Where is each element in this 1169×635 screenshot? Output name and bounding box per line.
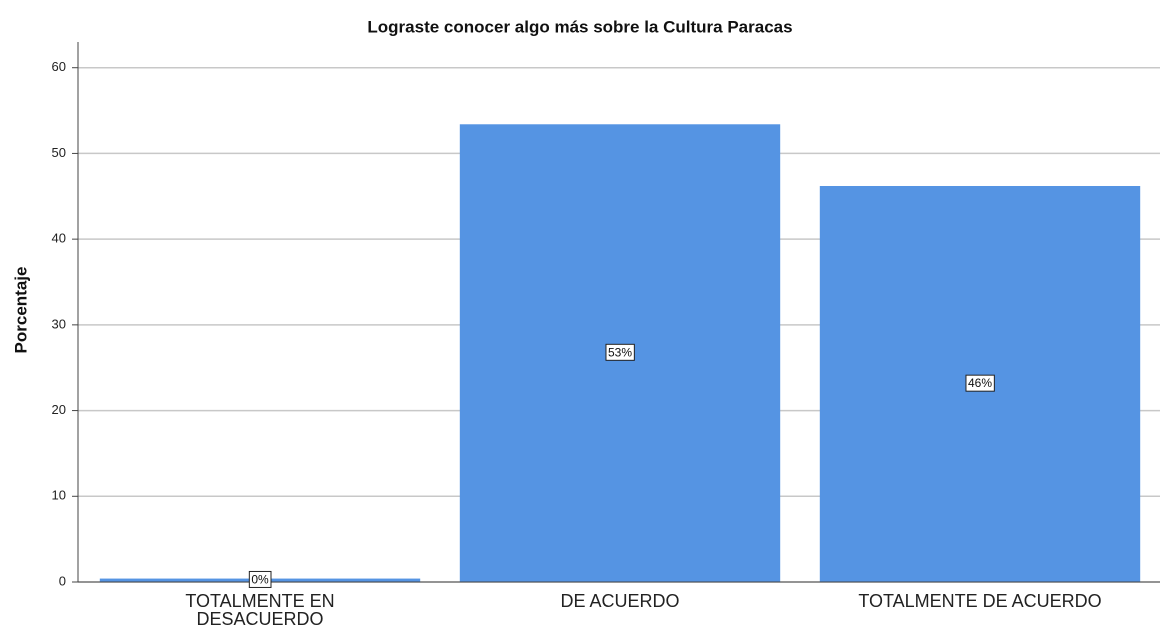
y-tick-label: 30 (52, 316, 66, 331)
x-tick-label: DE ACUERDO (560, 591, 680, 611)
y-tick-label: 10 (52, 488, 66, 503)
y-tick-label: 40 (52, 231, 66, 246)
data-label-box (965, 374, 995, 392)
y-tick-label: 50 (52, 145, 66, 160)
x-tick-label: TOTALMENTE DE ACUERDO (858, 591, 1102, 611)
data-label: 53% (608, 345, 632, 359)
y-tick-label: 20 (52, 402, 66, 417)
data-label-box (605, 343, 635, 361)
y-axis-label: Porcentaje (11, 267, 30, 354)
data-label: 46% (968, 376, 992, 390)
chart-title: Lograste conocer algo más sobre la Cultu… (367, 17, 792, 36)
y-tick-label: 0 (59, 573, 66, 588)
x-tick-label: TOTALMENTE EN DESACUERDO (185, 591, 335, 629)
data-label: 0% (251, 572, 269, 586)
y-tick-label: 60 (52, 59, 66, 74)
data-label-box (248, 570, 272, 588)
